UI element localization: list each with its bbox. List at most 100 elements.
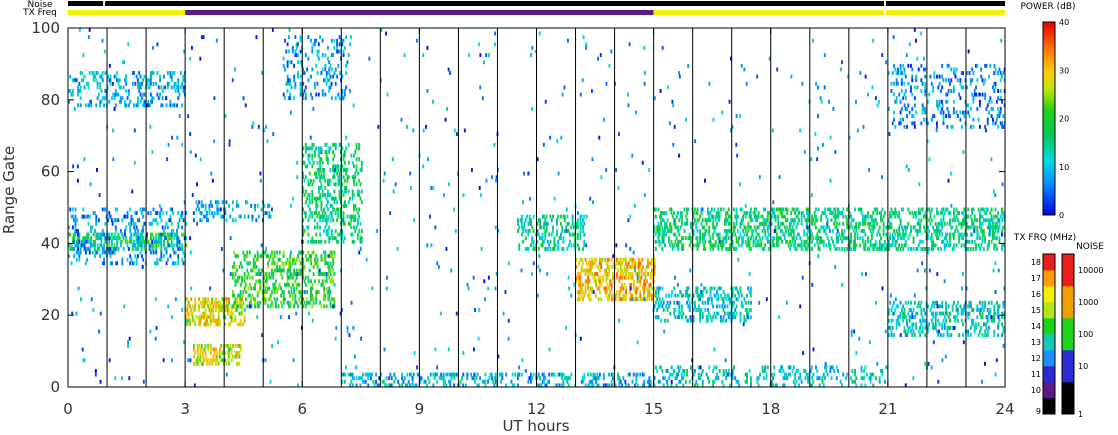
data-cell xyxy=(333,236,336,241)
data-cell xyxy=(341,42,344,47)
data-cell xyxy=(544,383,547,388)
data-cell xyxy=(641,257,644,262)
data-cell xyxy=(680,246,683,251)
data-cell xyxy=(920,300,923,305)
data-cell xyxy=(978,221,981,226)
data-cell xyxy=(302,232,305,237)
data-cell xyxy=(338,175,341,180)
data-cell xyxy=(94,74,96,79)
data-cell xyxy=(311,282,314,287)
data-cell xyxy=(984,304,987,309)
data-cell xyxy=(722,290,725,294)
data-cell xyxy=(863,369,866,373)
data-cell xyxy=(353,225,355,230)
data-cell xyxy=(817,243,820,248)
data-cell xyxy=(588,257,591,262)
data-cell xyxy=(700,293,703,298)
data-cell xyxy=(445,372,448,377)
data-cell xyxy=(666,318,669,323)
data-cell xyxy=(338,196,341,201)
data-cell xyxy=(575,275,578,280)
data-cell xyxy=(947,315,950,320)
data-cell xyxy=(647,290,650,294)
data-cell xyxy=(539,236,542,241)
data-cell xyxy=(516,229,519,233)
data-cell xyxy=(811,218,813,223)
data-cell xyxy=(308,182,311,187)
data-cell xyxy=(148,103,151,108)
data-cell xyxy=(963,304,966,309)
data-cell xyxy=(562,379,565,384)
data-cell xyxy=(870,225,873,230)
data-cell xyxy=(198,358,201,363)
data-cell xyxy=(326,218,329,223)
data-cell xyxy=(632,286,635,291)
data-cell xyxy=(247,214,250,219)
data-cell xyxy=(353,203,355,208)
data-cell xyxy=(675,372,678,377)
data-cell xyxy=(84,250,87,255)
data-cell xyxy=(796,232,799,237)
data-cell xyxy=(569,232,571,237)
data-cell xyxy=(942,121,945,126)
data-cell xyxy=(660,211,663,215)
data-cell xyxy=(928,218,931,223)
data-cell xyxy=(632,257,635,262)
data-cell xyxy=(146,81,148,86)
data-cell xyxy=(696,236,699,241)
data-cell xyxy=(887,318,890,323)
data-cell xyxy=(360,160,363,165)
data-cell xyxy=(731,293,734,298)
data-cell xyxy=(281,275,284,280)
data-cell xyxy=(121,218,124,223)
data-cell xyxy=(338,193,341,198)
data-cell xyxy=(558,236,561,241)
data-cell xyxy=(861,218,864,223)
data-cell xyxy=(903,71,906,75)
data-cell xyxy=(743,315,746,320)
data-cell xyxy=(311,211,314,215)
data-cell xyxy=(598,290,601,294)
data-cell xyxy=(911,211,914,215)
data-cell xyxy=(113,250,116,255)
data-cell xyxy=(582,229,584,233)
data-cell xyxy=(315,300,318,305)
data-cell xyxy=(903,311,906,316)
data-cell xyxy=(324,239,327,244)
data-cell xyxy=(713,229,716,233)
data-cell xyxy=(917,207,920,212)
data-cell xyxy=(995,236,998,241)
data-cell xyxy=(834,207,837,212)
data-cell xyxy=(330,38,333,43)
data-cell xyxy=(899,236,902,241)
data-cell xyxy=(330,264,333,269)
data-cell xyxy=(795,207,798,212)
data-cell xyxy=(333,207,336,212)
data-cell xyxy=(937,85,940,90)
data-cell xyxy=(330,232,333,237)
data-cell xyxy=(631,264,634,269)
data-cell xyxy=(561,376,564,381)
data-cell xyxy=(411,379,414,384)
data-cell xyxy=(215,200,217,205)
data-cell xyxy=(267,304,270,309)
data-cell xyxy=(231,200,234,205)
data-cell xyxy=(325,254,328,259)
data-cell xyxy=(619,257,622,262)
data-cell xyxy=(706,211,709,215)
data-cell xyxy=(302,153,305,158)
data-cell xyxy=(837,369,840,373)
data-cell xyxy=(353,376,355,381)
data-cell xyxy=(272,257,275,262)
data-cell xyxy=(112,250,115,255)
data-cell xyxy=(630,282,633,287)
data-cell xyxy=(343,200,346,205)
data-cell xyxy=(353,207,355,212)
data-cell xyxy=(254,304,256,309)
data-cell xyxy=(624,297,627,302)
data-cell xyxy=(890,207,893,212)
data-cell xyxy=(995,246,998,251)
data-cell xyxy=(643,379,646,384)
data-cell xyxy=(359,221,362,226)
data-cell xyxy=(939,333,942,338)
